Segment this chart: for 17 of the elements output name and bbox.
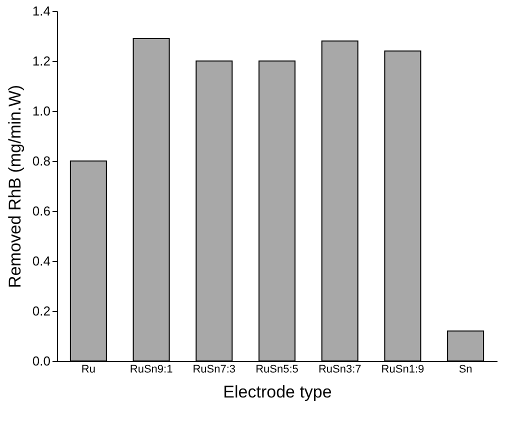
x-tick-label: RuSn1:9: [381, 364, 424, 376]
y-tick-label: 0.8: [32, 154, 50, 168]
x-tick-label: Sn: [458, 364, 472, 376]
y-axis-title: Removed RhB (mg/min.W): [5, 84, 24, 288]
x-axis-title: Electrode type: [223, 382, 332, 402]
x-tick-label: Ru: [81, 364, 96, 376]
x-tick-label: RuSn3:7: [318, 364, 362, 376]
y-tick-label: 1.0: [32, 104, 50, 118]
y-tick-label: 0.0: [32, 354, 50, 368]
x-tick-label: RuSn5:5: [256, 364, 298, 376]
y-tick-label: 0.4: [32, 254, 50, 268]
x-tick-label: RuSn7:3: [192, 364, 236, 376]
y-tick-label: 1.2: [32, 54, 50, 68]
y-tick-label: 1.4: [32, 4, 50, 18]
y-tick-label: 0.6: [32, 204, 50, 218]
y-tick-label: 0.2: [32, 304, 50, 318]
x-tick-label: RuSn9:1: [130, 364, 173, 376]
